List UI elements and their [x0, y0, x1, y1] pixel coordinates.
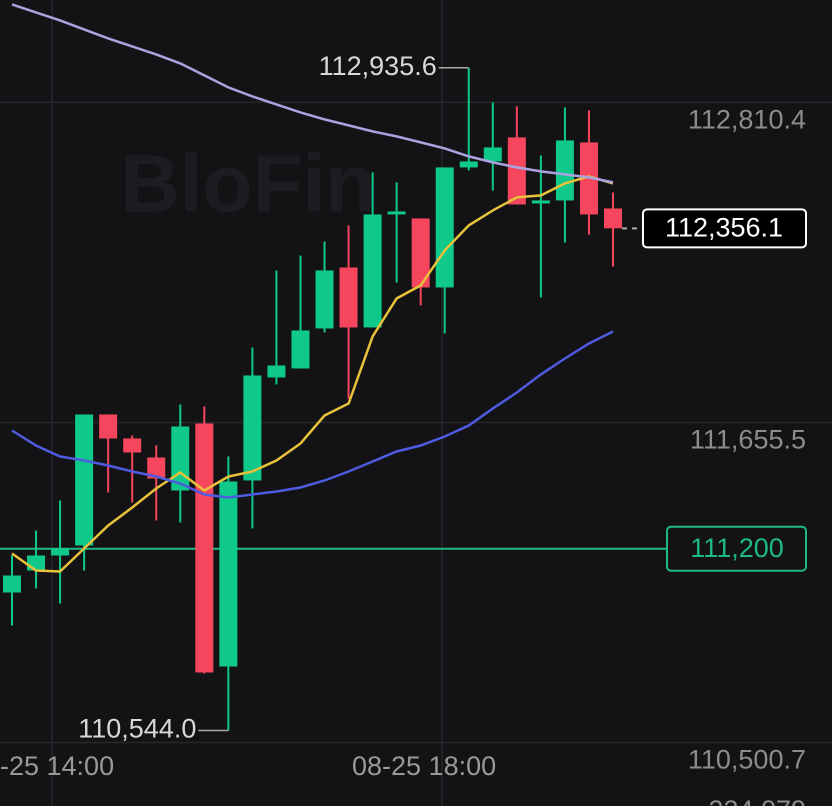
- candle-body: [75, 414, 94, 546]
- candle-body: [3, 575, 21, 593]
- ma-line: [11, 3, 614, 184]
- y-tick-label: 110,500.7: [688, 745, 806, 775]
- last-price-box: [642, 208, 807, 249]
- y-tick-label: 112,810.4: [688, 105, 806, 135]
- watermark: BloFin: [120, 139, 375, 230]
- candle-body: [555, 140, 574, 201]
- price-line-box: [666, 525, 807, 572]
- x-tick-label: 08-25 18:00: [352, 751, 496, 781]
- candle-body: [99, 414, 118, 439]
- price-line-label: 111,200: [690, 533, 784, 563]
- candle-body: [507, 137, 526, 205]
- candle-body: [147, 457, 166, 479]
- candle-body: [123, 438, 142, 453]
- low-marker-label: 110,544.0: [78, 714, 196, 744]
- x-tick-label: -25 14:00: [0, 751, 114, 781]
- candle-body: [51, 548, 70, 556]
- candle-body: [339, 267, 358, 328]
- candle-body: [531, 200, 550, 204]
- candle-body: [27, 555, 46, 571]
- ma-line: [11, 175, 614, 573]
- high-marker-label: 112,935.6: [319, 51, 437, 81]
- candle-body: [459, 161, 478, 168]
- candle-body: [363, 214, 382, 328]
- y-tick-label: 111,655.5: [690, 425, 806, 455]
- last-price-label: 112,356.1: [665, 212, 783, 242]
- candle-body: [267, 365, 286, 378]
- candle-body: [435, 167, 454, 288]
- ma-line: [11, 330, 614, 499]
- candle-body: [219, 481, 238, 667]
- bottom-label: 224,079: [708, 795, 806, 806]
- candle-body: [195, 423, 214, 673]
- candle-body: [604, 208, 622, 229]
- candle-body: [387, 211, 406, 215]
- candle-body: [243, 375, 262, 481]
- candle-body: [291, 330, 310, 369]
- candle-body: [315, 270, 334, 329]
- candle-body: [483, 147, 502, 162]
- candle-body: [411, 218, 430, 288]
